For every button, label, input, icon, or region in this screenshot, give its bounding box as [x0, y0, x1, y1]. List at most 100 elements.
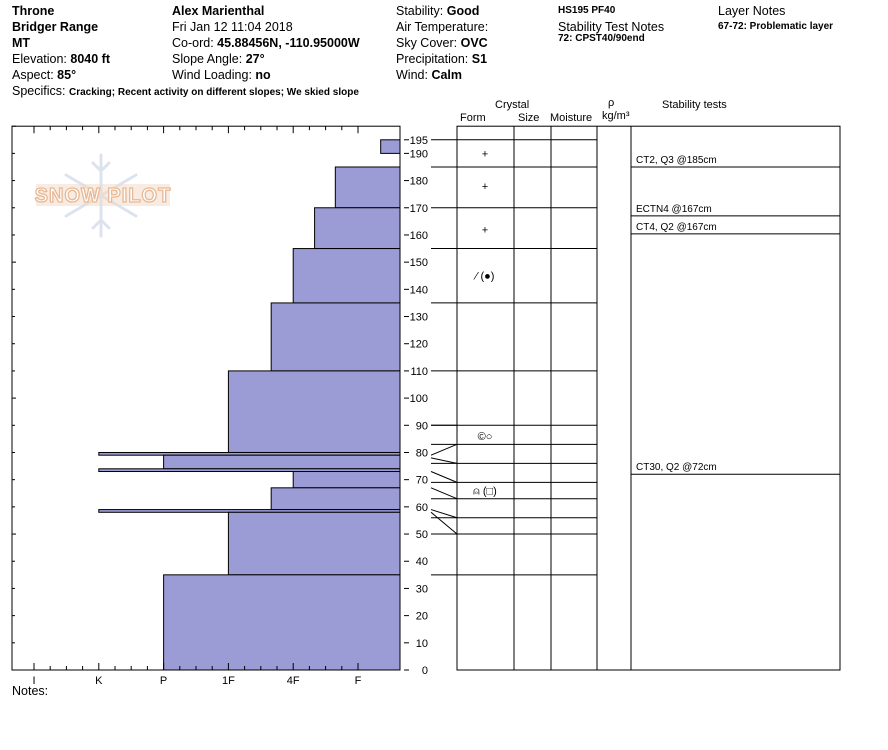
crystal-form-symbol: + — [482, 181, 488, 193]
stability-test-label: CT30, Q2 @72cm — [636, 462, 717, 473]
chart-axes: I K P 1F 4F F 0 10 20 30 40 50 60 70 80 90 100 110 120 130 1… — [12, 125, 428, 687]
depth-tick-label: 180 — [410, 176, 428, 188]
precipitation: Precipitation: S1 — [396, 52, 488, 66]
density-unit-header: kg/m³ — [602, 110, 630, 122]
layer-notes-label: Layer Notes — [718, 4, 786, 18]
chart-frames — [11, 125, 841, 671]
stability-note: 72: CPST40/90end — [558, 33, 645, 44]
snowpilot-logo: SNOW PILOT — [34, 153, 172, 238]
hardness-bars — [98, 139, 401, 671]
logo-text: SNOW PILOT — [35, 185, 172, 207]
depth-tick-label: 30 — [416, 583, 428, 595]
hardness-bar — [380, 139, 401, 154]
crystal-form-symbol: ⁄ (●) — [473, 271, 495, 283]
depth-tick-label: 10 — [416, 638, 428, 650]
slope-angle: Slope Angle: 27° — [172, 52, 265, 66]
hardness-bar — [270, 487, 401, 511]
layer-connector — [430, 443, 458, 456]
precip-value: S1 — [471, 52, 488, 66]
hardness-tick-label: P — [160, 675, 167, 687]
crystal-form-symbol: ©○ — [478, 431, 493, 443]
hardness-bar — [163, 574, 401, 671]
header-tests: HS195 PF40 Stability Test Notes 72: CPST… — [558, 3, 664, 47]
hardness-bar — [163, 454, 401, 470]
hardness-bar — [292, 248, 401, 304]
table-frame — [456, 125, 841, 671]
layer-note: 67-72: Problematic layer — [718, 21, 834, 32]
hardness-tick-label: K — [95, 675, 103, 687]
notes-label: Notes: — [12, 684, 49, 698]
layer-lines — [430, 139, 597, 576]
crystal-header: Crystal — [495, 99, 530, 111]
depth-tick-label: 170 — [410, 203, 428, 215]
header-layer-notes: Layer Notes 67-72: Problematic layer — [718, 3, 833, 35]
depth-tick-label: 195 — [410, 135, 428, 147]
stability-test-label: ECTN4 @167cm — [636, 204, 712, 215]
hardness-bar — [292, 471, 401, 489]
form-header: Form — [460, 112, 486, 124]
wind-value: Calm — [431, 68, 463, 82]
depth-tick-label: 60 — [416, 502, 428, 514]
location-name: Throne — [12, 4, 55, 18]
header-observer: Alex Marienthal Fri Jan 12 11:04 2018 Co… — [172, 3, 360, 83]
size-header: Size — [518, 112, 540, 124]
hardness-tick-label: I — [32, 675, 35, 687]
stability-value: Good — [446, 4, 480, 18]
hardness-bar — [227, 370, 401, 453]
depth-tick-label: 110 — [410, 366, 428, 378]
elevation: Elevation: 8040 ft — [12, 52, 110, 66]
sky-cover: Sky Cover: OVC — [396, 36, 488, 50]
layer-connector — [430, 511, 458, 535]
crystal-form-symbol: + — [482, 148, 488, 160]
hardness-tick-label: 4F — [287, 675, 300, 687]
hardness-bar — [334, 166, 401, 209]
crystal-form-symbol: ⍝ (□) — [473, 486, 497, 498]
hardness-tick-label: 1F — [222, 675, 235, 687]
slope-value: 27° — [245, 52, 265, 66]
header-location: Throne Bridger Range MT Elevation: 8040 … — [12, 3, 110, 83]
rho-header: ρ — [608, 97, 615, 109]
depth-tick-label: 80 — [416, 447, 428, 459]
depth-tick-label: 20 — [416, 611, 428, 623]
depth-tick-label: 120 — [410, 339, 428, 351]
stability-test-label: CT4, Q2 @167cm — [636, 222, 717, 233]
stability: Stability: Good — [396, 4, 480, 18]
header-conditions: Stability: Good Air Temperature: Sky Cov… — [396, 3, 488, 83]
sky-value: OVC — [460, 36, 488, 50]
depth-tick-label: 150 — [410, 257, 428, 269]
elevation-value: 8040 ft — [70, 52, 110, 66]
stability-test-label: CT2, Q3 @185cm — [636, 155, 717, 166]
depth-tick-label: 90 — [416, 420, 428, 432]
crystal-form-symbol: + — [482, 225, 488, 237]
datetime: Fri Jan 12 11:04 2018 — [172, 20, 293, 34]
depth-tick-label: 190 — [410, 148, 428, 160]
depth-tick-label: 140 — [410, 284, 428, 296]
depth-tick-label: 70 — [416, 475, 428, 487]
wind: Wind: Calm — [396, 68, 463, 82]
specifics-label: Specifics: — [12, 84, 66, 98]
hardness-bar — [314, 207, 401, 250]
state-name: MT — [12, 36, 31, 50]
specifics: Specifics: Cracking; Recent activity on … — [12, 83, 359, 101]
hardness-bar — [270, 302, 401, 372]
crystal-forms: + + + ⁄ (●) ©○ ⍝ (□) — [473, 148, 497, 497]
observer-name: Alex Marienthal — [172, 4, 265, 18]
depth-tick-label: 0 — [422, 665, 428, 677]
depth-tick-label: 100 — [410, 393, 428, 405]
air-temperature: Air Temperature: — [396, 20, 489, 34]
hardness-bar — [227, 511, 401, 576]
wind-loading-value: no — [255, 68, 271, 82]
wind-loading: Wind Loading: no — [172, 68, 271, 82]
layer-connector — [430, 509, 458, 519]
moisture-header: Moisture — [550, 112, 593, 124]
range-name: Bridger Range — [12, 20, 99, 34]
hardness-tick-label: F — [355, 675, 362, 687]
stability-test-lines: CT2, Q3 @185cm ECTN4 @167cm CT4, Q2 @167cm… — [631, 155, 840, 475]
layer-connector — [430, 457, 458, 464]
layer-connector — [430, 487, 458, 500]
stability-notes-label: Stability Test Notes — [558, 20, 665, 34]
coordinates-value: 45.88456N, -110.95000W — [217, 36, 360, 50]
aspect: Aspect: 85° — [12, 68, 77, 82]
coordinates: Co-ord: 45.88456N, -110.95000W — [172, 36, 360, 50]
